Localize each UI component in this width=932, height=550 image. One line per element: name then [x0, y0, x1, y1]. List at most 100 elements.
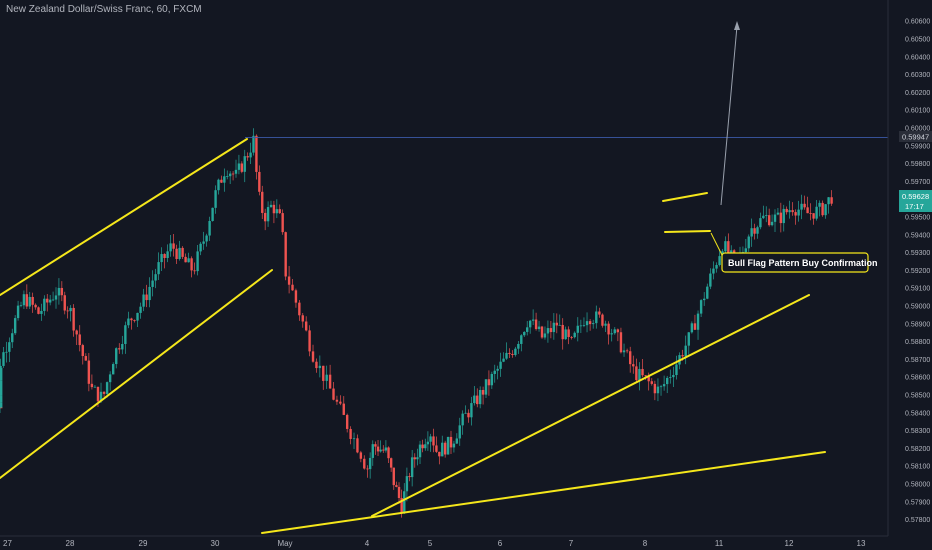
bear-candle [281, 213, 284, 233]
price-axis[interactable]: 0.60600 0.60500 0.60400 0.60300 0.60200 0.601… [905, 19, 930, 524]
bear-candle [75, 330, 78, 335]
bear-candle [34, 304, 37, 308]
bear-candle [467, 412, 470, 418]
bear-candle [130, 318, 133, 321]
bear-candle [644, 375, 647, 377]
bear-candle [607, 323, 610, 335]
bear-candle [175, 248, 178, 259]
bull-candle [776, 212, 780, 215]
bear-candle [328, 374, 332, 389]
bull-candle [622, 350, 626, 353]
support-trendline-upper[interactable] [371, 294, 810, 517]
bull-candle [142, 294, 145, 307]
bull-candle [154, 274, 157, 281]
bull-candle [234, 169, 238, 174]
bear-candle [632, 364, 635, 367]
bull-candle [818, 202, 821, 207]
bear-candle [647, 376, 650, 382]
bull-candle [441, 442, 444, 457]
bull-candle [709, 273, 712, 287]
bull-candle [93, 386, 97, 388]
bear-candle [693, 323, 697, 330]
bull-candle [446, 436, 450, 455]
bull-candle [520, 335, 523, 344]
time-tick-label: 6 [498, 539, 503, 548]
bull-candle [228, 173, 232, 177]
price-tick-label: 0.60400 [905, 54, 930, 61]
bull-candle [178, 247, 181, 259]
bull-candle [105, 382, 109, 394]
bull-candle [564, 329, 567, 340]
bear-candle [727, 241, 730, 254]
bear-candle [311, 351, 315, 362]
bull-candle [252, 135, 255, 153]
bull-candle [11, 333, 14, 343]
bear-candle [534, 319, 538, 330]
bull-candle [706, 286, 709, 299]
bull-candle [418, 444, 422, 458]
bull-candle [121, 343, 124, 350]
bull-candle [0, 402, 3, 408]
bear-candle [653, 383, 657, 394]
bull-candle [410, 457, 414, 478]
chart-title: New Zealand Dollar/Swiss Franc, 60, FXCM [6, 4, 202, 15]
price-tick-label: 0.58100 [905, 464, 930, 471]
bear-candle [37, 307, 40, 314]
bear-candle [356, 438, 359, 453]
bull-candle [416, 457, 419, 460]
bear-candle [322, 365, 325, 381]
flag-bottom-line[interactable] [664, 230, 711, 233]
time-axis[interactable]: 27 28 29 30 May 4 5 6 7 8 11 12 13 [3, 539, 866, 548]
bull-candle [458, 425, 461, 439]
bull-candle [656, 386, 660, 394]
bull-candle [744, 248, 748, 253]
bear-candle [102, 391, 106, 394]
bear-candle [78, 334, 81, 346]
bull-candle [196, 251, 199, 272]
bear-candle [0, 407, 3, 409]
time-tick-label: 5 [428, 539, 433, 548]
bull-candle [379, 449, 382, 452]
bear-candle [395, 485, 398, 487]
bull-candle [724, 241, 727, 252]
bull-candle [493, 370, 496, 374]
bear-candle [72, 307, 75, 331]
bear-candle [291, 284, 294, 291]
support-trendline-lower[interactable] [261, 451, 826, 534]
bear-candle [172, 243, 175, 249]
channel-lower-line[interactable] [0, 269, 273, 479]
flag-top-line[interactable] [662, 192, 708, 202]
bull-candle [51, 299, 55, 301]
bull-candle [352, 438, 356, 440]
bear-candle [767, 215, 771, 226]
price-tick-label: 0.59400 [905, 232, 930, 239]
bear-candle [284, 232, 287, 277]
bull-candle [108, 374, 112, 383]
bull-candle [765, 215, 768, 216]
bear-candle [476, 395, 479, 405]
bear-candle [66, 310, 69, 312]
bear-candle [190, 258, 193, 271]
bull-candle [43, 298, 46, 311]
bear-candle [332, 388, 335, 400]
bull-candle [638, 368, 641, 381]
bear-candle [806, 207, 809, 214]
bear-candle [794, 212, 797, 216]
bull-candle [205, 235, 208, 242]
bull-candle [773, 214, 777, 222]
price-tick-label: 0.60200 [905, 90, 930, 97]
bull-candle [214, 190, 217, 208]
bull-candle [687, 332, 690, 346]
bear-candle [339, 401, 342, 404]
bear-candle [81, 345, 84, 357]
price-tick-label: 0.60600 [905, 19, 930, 26]
bear-candle [366, 468, 369, 470]
bull-candle [718, 256, 721, 266]
last-price-tag [899, 190, 932, 212]
channel-upper-line[interactable] [0, 138, 248, 296]
price-tick-label: 0.58000 [905, 482, 930, 489]
bull-candle [8, 342, 11, 352]
bear-candle [561, 324, 564, 340]
bull-candle [249, 152, 252, 158]
